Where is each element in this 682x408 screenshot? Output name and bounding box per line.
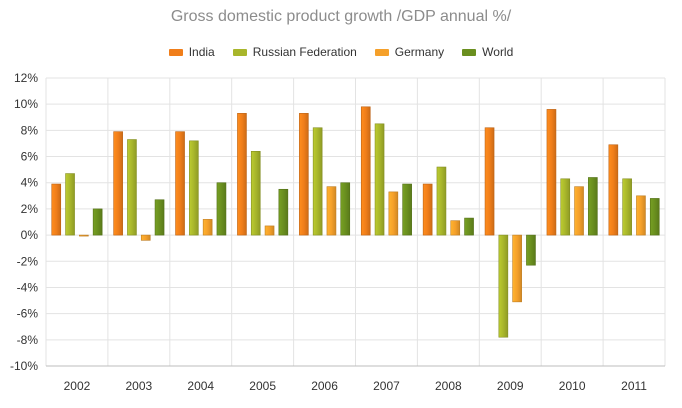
legend-swatch (232, 48, 247, 56)
bar (140, 234, 151, 241)
y-tick-label: -4% (17, 280, 39, 294)
legend-label: Russian Federation (252, 45, 357, 59)
y-tick-label: 2% (21, 202, 39, 216)
x-tick-label: 2008 (435, 379, 462, 393)
y-tick-label: -6% (17, 307, 39, 321)
bar (175, 131, 185, 236)
bar (512, 234, 522, 303)
bar (574, 186, 584, 236)
bar (649, 198, 660, 236)
bar (299, 113, 309, 236)
y-tick-label: 10% (14, 97, 38, 111)
bar (422, 183, 433, 236)
x-tick-label: 2006 (311, 379, 338, 393)
bar (560, 178, 571, 236)
bar (326, 186, 337, 236)
bar (636, 195, 646, 236)
legend-label: World (482, 45, 514, 59)
x-tick-label: 2003 (125, 379, 152, 393)
bar (484, 127, 495, 236)
bar (154, 199, 165, 236)
chart-title: Gross domestic product growth /GDP annua… (170, 8, 512, 25)
bar (546, 109, 557, 236)
x-tick-label: 2004 (187, 379, 214, 393)
bar (237, 113, 247, 236)
bar (402, 183, 412, 236)
y-tick-label: 8% (21, 123, 39, 137)
bar (360, 106, 371, 236)
bar (388, 191, 399, 236)
legend-item[interactable]: India (168, 45, 215, 59)
bar (202, 219, 213, 236)
legend-item[interactable]: Russian Federation (232, 45, 357, 59)
legend-item[interactable]: World (462, 45, 513, 59)
bar (250, 151, 261, 236)
legend-swatch (374, 48, 389, 56)
bar (588, 177, 598, 236)
y-tick-label: 12% (14, 71, 38, 85)
y-tick-label: 4% (21, 176, 39, 190)
bar (92, 208, 103, 236)
bar (113, 131, 123, 236)
bar (450, 220, 461, 236)
bar (127, 139, 137, 236)
x-tick-label: 2011 (621, 379, 647, 393)
bar (436, 166, 447, 236)
bar (464, 217, 474, 236)
x-tick-label: 2002 (64, 379, 91, 393)
y-tick-label: -8% (17, 333, 39, 347)
bar (264, 225, 275, 236)
bar (79, 234, 89, 237)
y-tick-label: -10% (10, 359, 38, 373)
legend-swatch (462, 48, 477, 56)
bar (340, 182, 351, 236)
bar (51, 183, 62, 236)
y-tick-label: 6% (21, 150, 39, 164)
bar (498, 234, 509, 338)
bar (526, 234, 536, 266)
x-tick-label: 2010 (559, 379, 586, 393)
legend-label: India (188, 45, 215, 59)
bar (622, 178, 632, 236)
y-tick-label: 0% (21, 228, 39, 242)
bar (608, 144, 619, 236)
bar (374, 123, 385, 236)
x-tick-label: 2005 (249, 379, 276, 393)
legend-swatch (168, 48, 183, 56)
bar (65, 173, 75, 236)
legend-label: Germany (394, 45, 445, 59)
bar (312, 127, 323, 236)
x-tick-label: 2007 (373, 379, 400, 393)
bar (278, 188, 289, 236)
legend-item[interactable]: Germany (374, 45, 445, 59)
y-tick-label: -2% (17, 254, 39, 268)
bar (189, 140, 199, 236)
x-tick-label: 2009 (497, 379, 524, 393)
bar (216, 182, 227, 236)
legend: India Russian Federation Germany World (0, 45, 682, 59)
